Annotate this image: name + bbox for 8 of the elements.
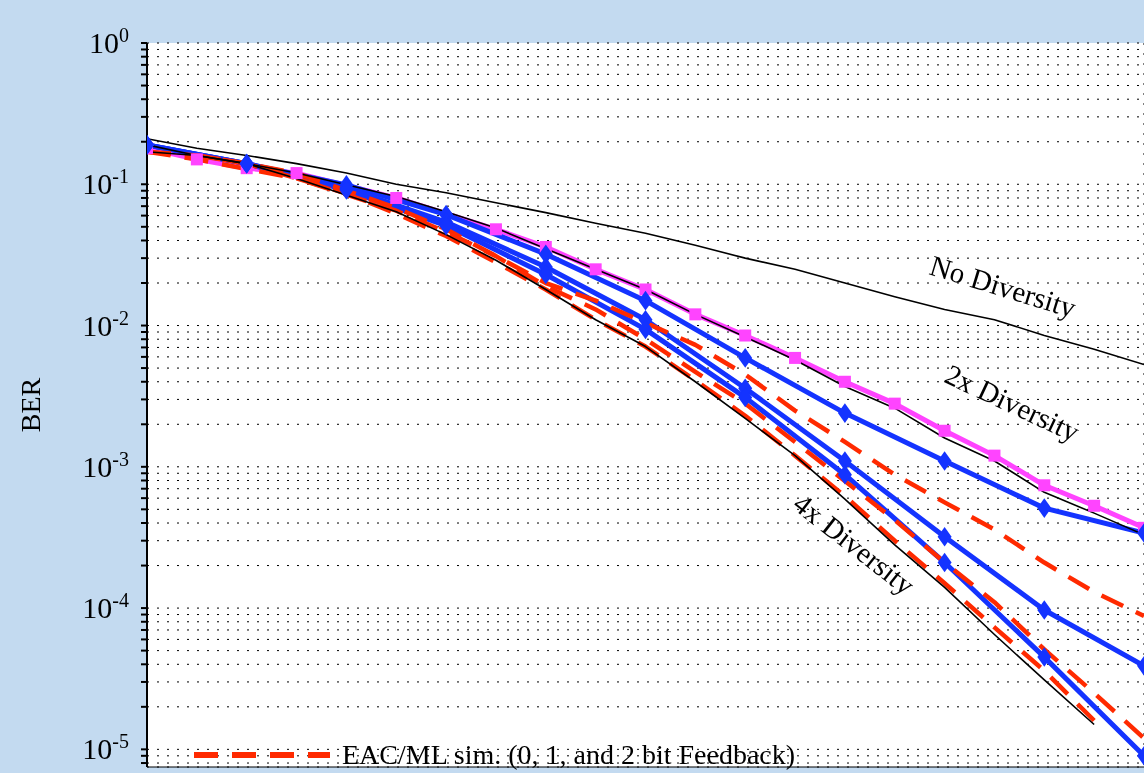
y-tick-label: 10$^{-5}$ <box>82 730 129 766</box>
y-tick-label: 10$^{-1}$ <box>82 165 129 201</box>
legend-label: EAC/ML sim. (0, 1, and 2 bit Feedback) <box>342 739 796 771</box>
y-tick-label: 10$^{-3}$ <box>82 447 129 483</box>
y-tick-label: 10$^{-2}$ <box>82 306 129 342</box>
y-tick-label: 10$^{-4}$ <box>82 589 129 625</box>
y-tick-label: 10$^{0}$ <box>89 24 129 59</box>
y-axis-title: BER <box>14 377 46 433</box>
